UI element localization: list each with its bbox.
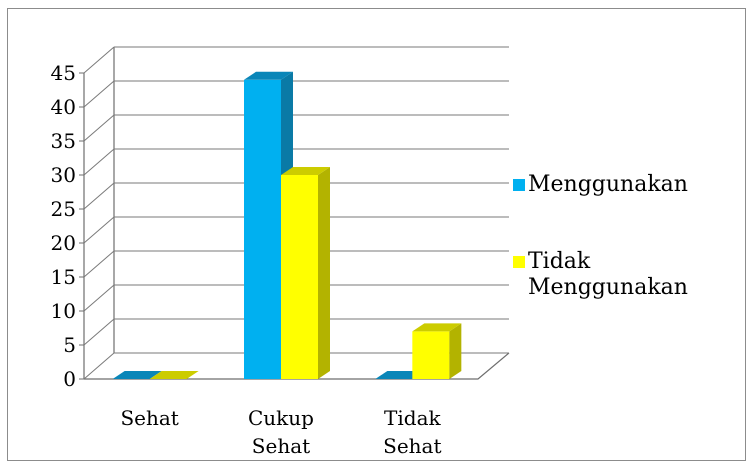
- bar-side: [318, 167, 330, 379]
- chart-walls: [83, 47, 510, 380]
- y-tick-label: 45: [51, 61, 76, 85]
- legend-label: Tidak: [528, 249, 591, 274]
- bars: [112, 71, 462, 380]
- legend-swatch: [513, 179, 525, 191]
- bar-top: [149, 371, 199, 379]
- bar-top: [112, 371, 162, 379]
- y-tick-label: 5: [63, 333, 76, 357]
- y-tick-label: 25: [51, 197, 76, 221]
- y-tick-label: 30: [51, 163, 76, 187]
- chart-frame: 0 5 10 15 20 25 30 35 40 45 Sehat Cukup Sehat Tidak S…: [7, 8, 746, 461]
- y-tick-label: 15: [51, 265, 76, 289]
- gridline-side: [83, 250, 115, 278]
- bar-side: [449, 323, 462, 379]
- gridline-side: [83, 46, 115, 74]
- x-axis-label: Tidak: [384, 406, 441, 430]
- x-axis-label: Sehat: [120, 406, 178, 430]
- bar: [412, 331, 450, 379]
- gridline-side: [83, 284, 115, 312]
- gridline-side: [83, 216, 115, 244]
- floor-edge: [84, 352, 510, 380]
- legend-label: Menggunakan: [528, 275, 688, 300]
- y-tick-label: 20: [51, 231, 76, 255]
- y-tick-label: 0: [63, 367, 76, 391]
- y-tick-label: 10: [51, 299, 76, 323]
- y-tick-label: 40: [51, 95, 76, 119]
- gridline-side: [83, 318, 115, 346]
- legend-swatch: [513, 256, 525, 268]
- x-axis-label: Sehat: [383, 434, 441, 458]
- bar-top: [412, 323, 462, 332]
- gridline-side: [83, 182, 115, 210]
- bar: [281, 175, 318, 379]
- gridline-side: [83, 114, 115, 142]
- legend-label: Menggunakan: [528, 172, 688, 197]
- gridline-side: [83, 80, 115, 108]
- y-axis-ticks: 0 5 10 15 20 25 30 35 40 45: [51, 61, 76, 391]
- gridline-side: [83, 352, 115, 380]
- x-axis-labels: Sehat Cukup Sehat Tidak Sehat: [120, 406, 441, 458]
- x-axis-label: Sehat: [252, 434, 310, 458]
- bar-top: [375, 371, 425, 379]
- gridline-side: [83, 148, 115, 176]
- x-axis-label: Cukup: [248, 406, 314, 430]
- bar-top: [244, 71, 293, 80]
- bar-top: [281, 167, 330, 175]
- y-tick-label: 35: [51, 129, 76, 153]
- bar: [244, 79, 281, 380]
